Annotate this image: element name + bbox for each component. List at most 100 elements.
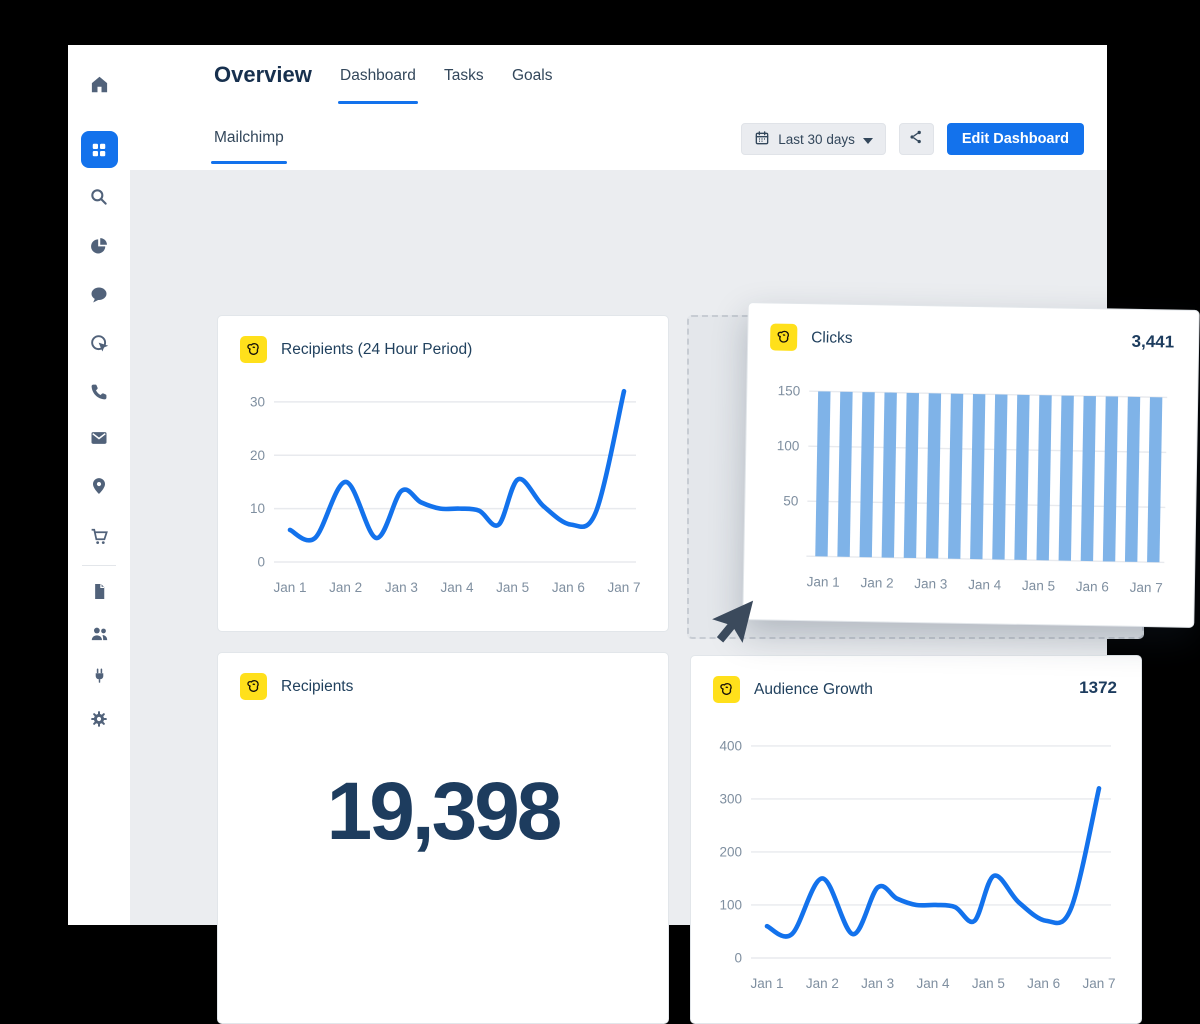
svg-text:Jan 2: Jan 2 (806, 976, 839, 991)
edit-dashboard-button[interactable]: Edit Dashboard (946, 123, 1084, 155)
sidebar-item-campaigns[interactable] (68, 333, 130, 354)
svg-text:50: 50 (783, 493, 798, 508)
sidebar-item-locations[interactable] (68, 476, 130, 496)
svg-text:400: 400 (719, 738, 742, 753)
tab-tasks[interactable]: Tasks (444, 67, 484, 84)
mailchimp-icon (769, 323, 798, 351)
svg-text:Jan 6: Jan 6 (552, 580, 585, 595)
gear-icon (89, 709, 109, 729)
phone-icon (89, 382, 109, 402)
widget-header: Recipients (24 Hour Period) (240, 336, 472, 363)
widget-header: Clicks (769, 323, 853, 351)
svg-text:Jan 5: Jan 5 (972, 976, 1005, 991)
document-icon (90, 582, 109, 601)
sidebar-item-reports[interactable] (68, 236, 130, 256)
svg-text:10: 10 (250, 501, 265, 516)
sidebar-item-conversations[interactable] (68, 285, 130, 305)
svg-text:Jan 3: Jan 3 (914, 576, 947, 592)
top-header: Overview Dashboard Tasks Goals (130, 45, 1107, 109)
sidebar-item-documents[interactable] (68, 582, 130, 601)
svg-text:Jan 3: Jan 3 (861, 976, 894, 991)
svg-text:300: 300 (719, 791, 742, 806)
svg-text:200: 200 (719, 844, 742, 859)
toolbar-controls: Last 30 days Edit Dashboard (741, 123, 1084, 155)
audience-growth-value: 1372 (1079, 678, 1117, 697)
svg-text:Jan 1: Jan 1 (750, 976, 783, 991)
app-window: Overview Dashboard Tasks Goals Mailchimp… (68, 45, 1200, 1024)
svg-text:Jan 6: Jan 6 (1027, 976, 1060, 991)
share-icon (908, 129, 924, 150)
svg-text:Jan 4: Jan 4 (968, 577, 1002, 593)
recipients-24h-line-chart: 0 10 20 30 Jan 1 Jan 2 Jan 3 Jan 4 Jan 5 Jan 6 Jan… (230, 374, 654, 606)
widget-audience-growth[interactable]: Audience Growth 1372 0 100 200 300 400 Jan 1 J… (690, 655, 1142, 1024)
svg-text:Jan 5: Jan 5 (1022, 578, 1055, 594)
widget-header: Recipients (240, 673, 353, 700)
location-pin-icon (89, 476, 109, 496)
calendar-icon (754, 130, 770, 149)
sidebar-item-settings[interactable] (68, 709, 130, 729)
sidebar-item-dashboards[interactable] (68, 131, 130, 168)
home-icon (89, 74, 110, 95)
svg-text:0: 0 (734, 951, 742, 966)
clicks-bar-chart: 50 100 150 Jan 1 Jan 2 Jan 3 Jan 4 Jan 5 Jan 6 Ja… (758, 363, 1182, 608)
pie-chart-icon (89, 236, 109, 256)
chevron-down-icon (862, 132, 873, 147)
target-click-icon (89, 333, 110, 354)
desktop: { "colors": { "accent_blue": "#1372EC", … (68, 45, 1200, 1024)
svg-text:0: 0 (257, 555, 265, 570)
widget-recipients-24h[interactable]: Recipients (24 Hour Period) 0 10 20 30 Jan 1… (217, 315, 669, 632)
sidebar-divider (82, 565, 116, 566)
svg-text:Jan 2: Jan 2 (860, 575, 893, 591)
share-button[interactable] (898, 123, 934, 155)
svg-text:Jan 2: Jan 2 (329, 580, 362, 595)
tab-goals[interactable]: Goals (512, 67, 553, 84)
page-title: Overview (214, 62, 312, 87)
tab-mailchimp[interactable]: Mailchimp (211, 129, 287, 164)
svg-text:30: 30 (250, 394, 265, 409)
svg-text:100: 100 (777, 438, 800, 453)
cart-icon (89, 526, 110, 547)
sidebar-item-contacts[interactable] (68, 623, 130, 644)
mailchimp-icon (240, 336, 267, 363)
recipients-total-value: 19,398 (326, 766, 563, 857)
date-range-label: Last 30 days (778, 131, 855, 147)
tab-dashboard[interactable]: Dashboard (338, 67, 418, 104)
svg-text:Jan 4: Jan 4 (916, 976, 950, 991)
plug-icon (90, 666, 109, 685)
svg-text:150: 150 (778, 383, 801, 398)
sidebar-item-calls[interactable] (68, 382, 130, 402)
date-range-button[interactable]: Last 30 days (741, 123, 886, 155)
sidebar-item-email[interactable] (68, 428, 130, 448)
svg-text:Jan 3: Jan 3 (385, 580, 418, 595)
svg-text:100: 100 (719, 897, 742, 912)
svg-text:Jan 7: Jan 7 (607, 580, 640, 595)
audience-growth-line-chart: 0 100 200 300 400 Jan 1 Jan 2 Jan 3 Jan 4 Jan 5 Ja… (705, 712, 1127, 1004)
widget-clicks-dragging[interactable]: Clicks 3,441 50 100 150 Jan 1 Jan 2 Jan 3 Jan … (742, 302, 1200, 628)
sidebar-item-integrations[interactable] (68, 666, 130, 685)
svg-text:Jan 5: Jan 5 (496, 580, 529, 595)
widget-title: Recipients (281, 677, 354, 695)
dashboard-canvas: Recipients (24 Hour Period) 0 10 20 30 Jan 1… (130, 170, 1200, 1024)
sidebar-item-search[interactable] (68, 187, 130, 207)
sidebar (68, 45, 131, 925)
svg-text:Jan 1: Jan 1 (807, 574, 840, 590)
mouse-cursor-icon (701, 588, 763, 654)
sidebar-item-home[interactable] (68, 74, 130, 95)
chat-icon (89, 285, 109, 305)
mailchimp-icon (713, 676, 740, 703)
widget-header: Audience Growth (713, 676, 873, 703)
search-icon (89, 187, 109, 207)
svg-text:Jan 1: Jan 1 (273, 580, 306, 595)
widget-recipients-total[interactable]: Recipients 19,398 (217, 652, 669, 1024)
dashboard-toolbar: Mailchimp Last 30 days Edit Dashboard (130, 108, 1107, 171)
users-icon (89, 623, 110, 644)
svg-text:Jan 7: Jan 7 (1130, 580, 1163, 596)
svg-text:Jan 6: Jan 6 (1076, 579, 1109, 595)
svg-text:Jan 7: Jan 7 (1082, 976, 1115, 991)
sidebar-item-commerce[interactable] (68, 526, 130, 547)
svg-text:Jan 4: Jan 4 (440, 580, 474, 595)
widget-title: Clicks (811, 328, 853, 347)
svg-text:20: 20 (250, 448, 265, 463)
mail-icon (89, 428, 109, 448)
widget-title: Recipients (24 Hour Period) (281, 340, 473, 358)
